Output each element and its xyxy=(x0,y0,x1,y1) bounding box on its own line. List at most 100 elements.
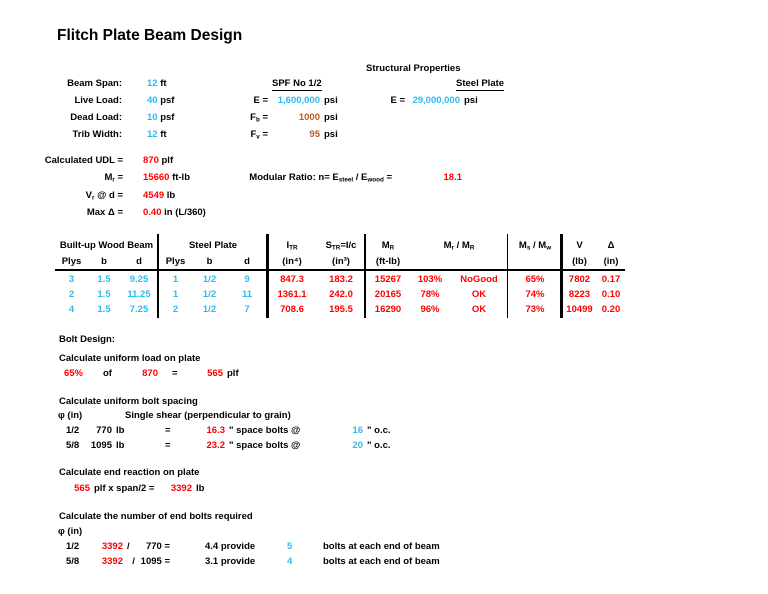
end-bolt-row-capacity: 770 = xyxy=(145,541,170,552)
table-divider-steel-itr xyxy=(266,234,269,318)
table-unit-itr: (in⁴) xyxy=(282,256,302,267)
table-unit-str: (in³) xyxy=(332,256,350,267)
table-cell: 2 xyxy=(68,289,75,300)
table-cell: 73% xyxy=(525,304,545,315)
table-group-wood: Built-up Wood Beam xyxy=(59,240,154,251)
spacing-row-use: 16 xyxy=(352,425,363,436)
bolt-spacing-caption: Calculate uniform bolt spacing xyxy=(59,396,198,407)
steel-plate-heading: Steel Plate xyxy=(456,78,505,91)
table-header-b-steel: b xyxy=(206,256,213,267)
spacing-row-eq: = xyxy=(165,425,171,436)
uniform-load-caption: Calculate uniform load on plate xyxy=(59,353,201,364)
table-header-delta: Δ xyxy=(607,240,615,251)
end-bolt-row-note: bolts at each end of beam xyxy=(323,556,440,567)
table-cell: 3 xyxy=(68,274,75,285)
spacing-row-cap-unit: lb xyxy=(116,425,125,436)
table-header-rule xyxy=(55,269,625,271)
live-load-label: Live Load: xyxy=(74,95,122,106)
table-cell: 1/2 xyxy=(202,304,217,315)
table-cell: 1361.1 xyxy=(277,289,307,300)
spacing-row-oc: " o.c. xyxy=(367,425,391,436)
wood-e-unit: psi xyxy=(324,95,338,106)
table-cell: 78% xyxy=(420,289,440,300)
table-cell: 11 xyxy=(241,289,253,300)
structural-properties-heading: Structural Properties xyxy=(366,63,461,74)
max-deflection-value: 0.40 in (L/360) xyxy=(143,207,206,218)
end-bolts-dia-label: φ (in) xyxy=(58,526,83,537)
end-reaction-value: 565 xyxy=(74,483,90,494)
table-cell: OK xyxy=(471,304,487,315)
end-reaction-result: 3392 xyxy=(170,483,192,494)
table-cell: 16290 xyxy=(374,304,402,315)
dead-load-value: 10 psf xyxy=(147,112,175,123)
table-cell: 847.3 xyxy=(280,274,304,285)
spacing-row-mid: " space bolts @ xyxy=(229,440,301,451)
table-cell: 1.5 xyxy=(97,274,111,285)
table-cell: 7802 xyxy=(568,274,591,285)
table-cell: 183.2 xyxy=(329,274,353,285)
spacing-row-eq: = xyxy=(165,440,171,451)
spacing-row-dia: 1/2 xyxy=(66,425,80,436)
table-header-plys-steel: Plys xyxy=(165,256,186,267)
table-header-v: V xyxy=(576,240,583,251)
table-cell: 1.5 xyxy=(97,304,111,315)
uniform-load-pct: 65% xyxy=(63,368,83,379)
wood-e-label: E = xyxy=(253,95,268,106)
end-bolt-row-dia: 5/8 xyxy=(66,556,80,567)
table-cell: 0.20 xyxy=(601,304,621,315)
live-load-value: 40 psf xyxy=(147,95,175,106)
wood-fv-label: Fv = xyxy=(250,129,268,141)
table-cell: 2 xyxy=(172,304,179,315)
table-cell: 195.5 xyxy=(329,304,353,315)
table-unit-mr: (ft-lb) xyxy=(375,256,401,267)
table-cell: 1 xyxy=(172,274,179,285)
wood-fv-value: 95 xyxy=(309,129,320,140)
udl-label: Calculated UDL = xyxy=(44,155,123,166)
wood-fb-unit: psi xyxy=(324,112,338,123)
table-divider-wood-steel xyxy=(157,234,159,318)
table-cell: 7.25 xyxy=(129,304,149,315)
table-unit-v: (lb) xyxy=(572,256,587,267)
beam-span-label: Beam Span: xyxy=(67,78,122,89)
table-divider-str-mr xyxy=(364,234,366,318)
steel-e-unit: psi xyxy=(464,95,478,106)
table-cell: 8223 xyxy=(568,289,591,300)
table-row: 2 1.5 11.25 1 1/2 11 1361.1 242.0 20165 78% OK 74% 8… xyxy=(0,287,768,302)
table-cell: 0.17 xyxy=(601,274,621,285)
trib-width-label: Trib Width: xyxy=(72,129,122,140)
end-bolt-row-slash: / xyxy=(132,556,135,567)
spacing-row-spacing: 23.2 xyxy=(206,440,226,451)
bolt-spacing-dia-label: φ (in) xyxy=(58,410,83,421)
table-cell: 4 xyxy=(68,304,75,315)
wood-species-heading: SPF No 1/2 xyxy=(272,78,322,91)
dead-load-label: Dead Load: xyxy=(70,112,122,123)
table-cell: 708.6 xyxy=(280,304,304,315)
uniform-load-result: 565 xyxy=(207,368,223,379)
wood-e-value: 1,600,000 xyxy=(277,95,320,106)
table-header-mr: MR xyxy=(381,240,395,252)
end-bolt-row-note: bolts at each end of beam xyxy=(323,541,440,552)
table-cell: 15267 xyxy=(374,274,402,285)
table-cell: 242.0 xyxy=(329,289,353,300)
spacing-row-capacity: 1095 xyxy=(90,440,112,451)
end-bolts-caption: Calculate the number of end bolts requir… xyxy=(59,511,253,522)
end-bolt-row-dia: 1/2 xyxy=(66,541,80,552)
end-bolt-row-use: 4 xyxy=(287,556,293,567)
spacing-row-spacing: 16.3 xyxy=(206,425,226,436)
table-cell: 0.10 xyxy=(601,289,621,300)
table-cell: 65% xyxy=(525,274,545,285)
moment-value: 15660 ft-lb xyxy=(143,172,190,183)
table-unit-delta: (in) xyxy=(603,256,619,267)
table-cell: 9 xyxy=(244,274,250,285)
end-bolt-row-capacity: 1095 = xyxy=(140,556,170,567)
beam-span-value: 12 ft xyxy=(147,78,167,89)
end-bolt-row-slash: / xyxy=(127,541,130,552)
end-reaction-caption: Calculate end reaction on plate xyxy=(59,467,200,478)
bolt-spacing-shear-label: Single shear (perpendicular to grain) xyxy=(125,410,291,421)
table-cell: 10499 xyxy=(566,304,593,315)
shear-value: 4549 lb xyxy=(143,190,176,201)
table-cell: 9.25 xyxy=(129,274,149,285)
modular-ratio-label: Modular Ratio: n= Esteel / Ewood = xyxy=(249,172,392,184)
end-bolt-row-num: 4.4 provide xyxy=(205,541,256,552)
